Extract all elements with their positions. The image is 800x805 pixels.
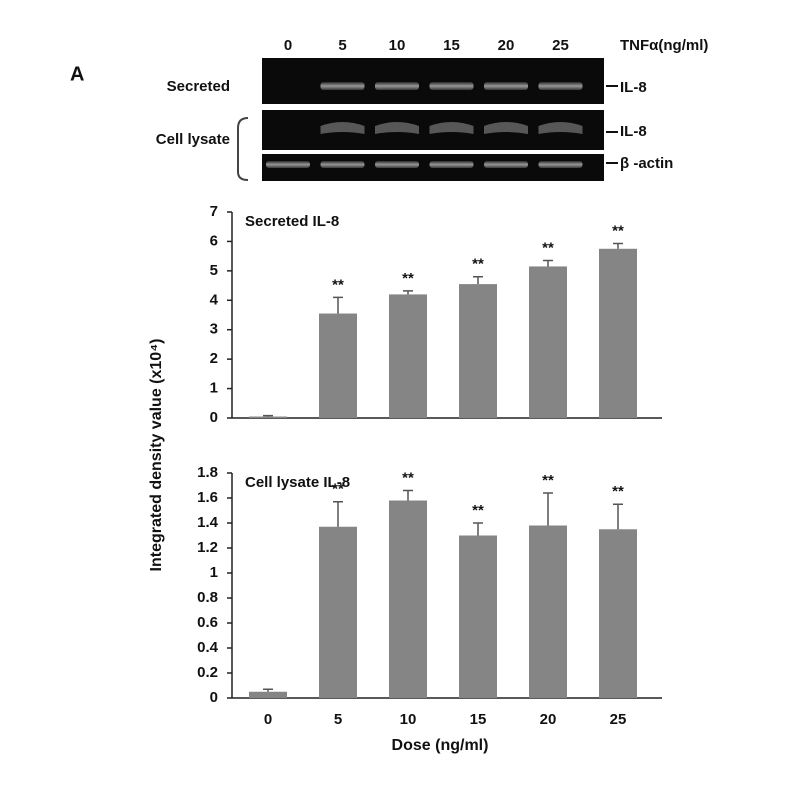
y-tick-label: 1 (210, 380, 218, 397)
band-label: IL-8 (620, 79, 647, 96)
error-bar (473, 275, 483, 285)
y-tick-label: 3 (210, 321, 218, 338)
significance: ** (612, 483, 624, 500)
error-bar (543, 492, 553, 526)
error-bar (333, 501, 343, 527)
actin-band (484, 161, 528, 168)
significance: ** (332, 276, 344, 293)
panel-label: A (70, 63, 84, 85)
lane-label: 20 (498, 37, 515, 54)
error-bar (263, 414, 273, 417)
chart-title: Secreted IL-8 (245, 213, 339, 230)
actin-band (429, 161, 474, 168)
bar (599, 529, 637, 698)
x-tick-label: 0 (264, 711, 272, 728)
il8-band (375, 122, 419, 134)
bar (459, 535, 497, 698)
significance: ** (542, 472, 554, 489)
y-tick-label: 0.6 (197, 614, 218, 631)
bar (249, 416, 287, 418)
significance: ** (472, 502, 484, 519)
x-tick-label: 10 (400, 711, 417, 728)
significance: ** (332, 481, 344, 498)
y-tick-label: 1.4 (197, 514, 219, 531)
significance: ** (612, 222, 624, 239)
bracket (237, 117, 249, 181)
significance: ** (402, 469, 414, 486)
significance: ** (542, 240, 554, 257)
bar (319, 313, 357, 418)
y-tick-label: 1.6 (197, 489, 218, 506)
y-tick-label: 4 (210, 291, 219, 308)
lane-label: 15 (443, 37, 460, 54)
x-tick-label: 20 (540, 711, 557, 728)
il8-band (429, 122, 474, 134)
bar (249, 691, 287, 698)
row-label: Secreted (167, 78, 230, 95)
significance: ** (472, 256, 484, 273)
blot-secreted (262, 58, 604, 104)
error-bar (403, 489, 413, 501)
lanes-title: TNFα(ng/ml) (620, 37, 708, 54)
il8-band (538, 122, 583, 134)
band-label: IL-8 (620, 123, 647, 140)
y-tick-label: 0.8 (197, 589, 218, 606)
error-bar (543, 259, 553, 267)
il8-band (484, 122, 528, 134)
y-tick-label: 1 (210, 564, 218, 581)
error-bar (613, 242, 623, 249)
bar (529, 266, 567, 418)
row-label: Cell lysate (156, 131, 230, 148)
bar (319, 526, 357, 698)
x-tick-label: 25 (610, 711, 627, 728)
il8-band (484, 82, 528, 90)
lane-label: 25 (552, 37, 569, 54)
x-tick-label: 15 (470, 711, 487, 728)
actin-band (375, 161, 419, 168)
x-axis-label: Dose (ng/ml) (392, 737, 489, 754)
actin-band (538, 161, 583, 168)
il8-band (375, 82, 419, 90)
actin-band (266, 161, 310, 168)
bar (389, 500, 427, 698)
y-tick-label: 5 (210, 262, 218, 279)
il8-band (320, 82, 365, 90)
il8-band (320, 122, 365, 134)
error-bar (473, 522, 483, 536)
y-tick-label: 7 (210, 203, 218, 220)
chart-title: Cell lysate IL-8 (245, 474, 350, 491)
y-tick-label: 1.8 (197, 464, 218, 481)
error-bar (333, 296, 343, 314)
y-tick-label: 2 (210, 350, 218, 367)
lane-label: 10 (389, 37, 406, 54)
y-axis-label: Integrated density value (x10⁴) (148, 339, 165, 572)
y-tick-label: 0.4 (197, 639, 219, 656)
lane-label: 5 (338, 37, 346, 54)
error-bar (613, 503, 623, 530)
y-tick-label: 1.2 (197, 539, 218, 556)
y-tick-label: 6 (210, 232, 218, 249)
band-label: β -actin (620, 155, 673, 172)
y-tick-label: 0 (210, 409, 218, 426)
y-tick-label: 0 (210, 689, 218, 706)
il8-band (429, 82, 474, 90)
bar (599, 248, 637, 418)
il8-band (538, 82, 583, 90)
lane-label: 0 (284, 37, 292, 54)
error-bar (403, 290, 413, 295)
y-tick-label: 0.2 (197, 664, 218, 681)
significance: ** (402, 270, 414, 287)
x-tick-label: 5 (334, 711, 342, 728)
bar (529, 525, 567, 698)
bar (459, 284, 497, 418)
actin-band (320, 161, 365, 168)
error-bar (263, 688, 273, 692)
bar (389, 294, 427, 418)
